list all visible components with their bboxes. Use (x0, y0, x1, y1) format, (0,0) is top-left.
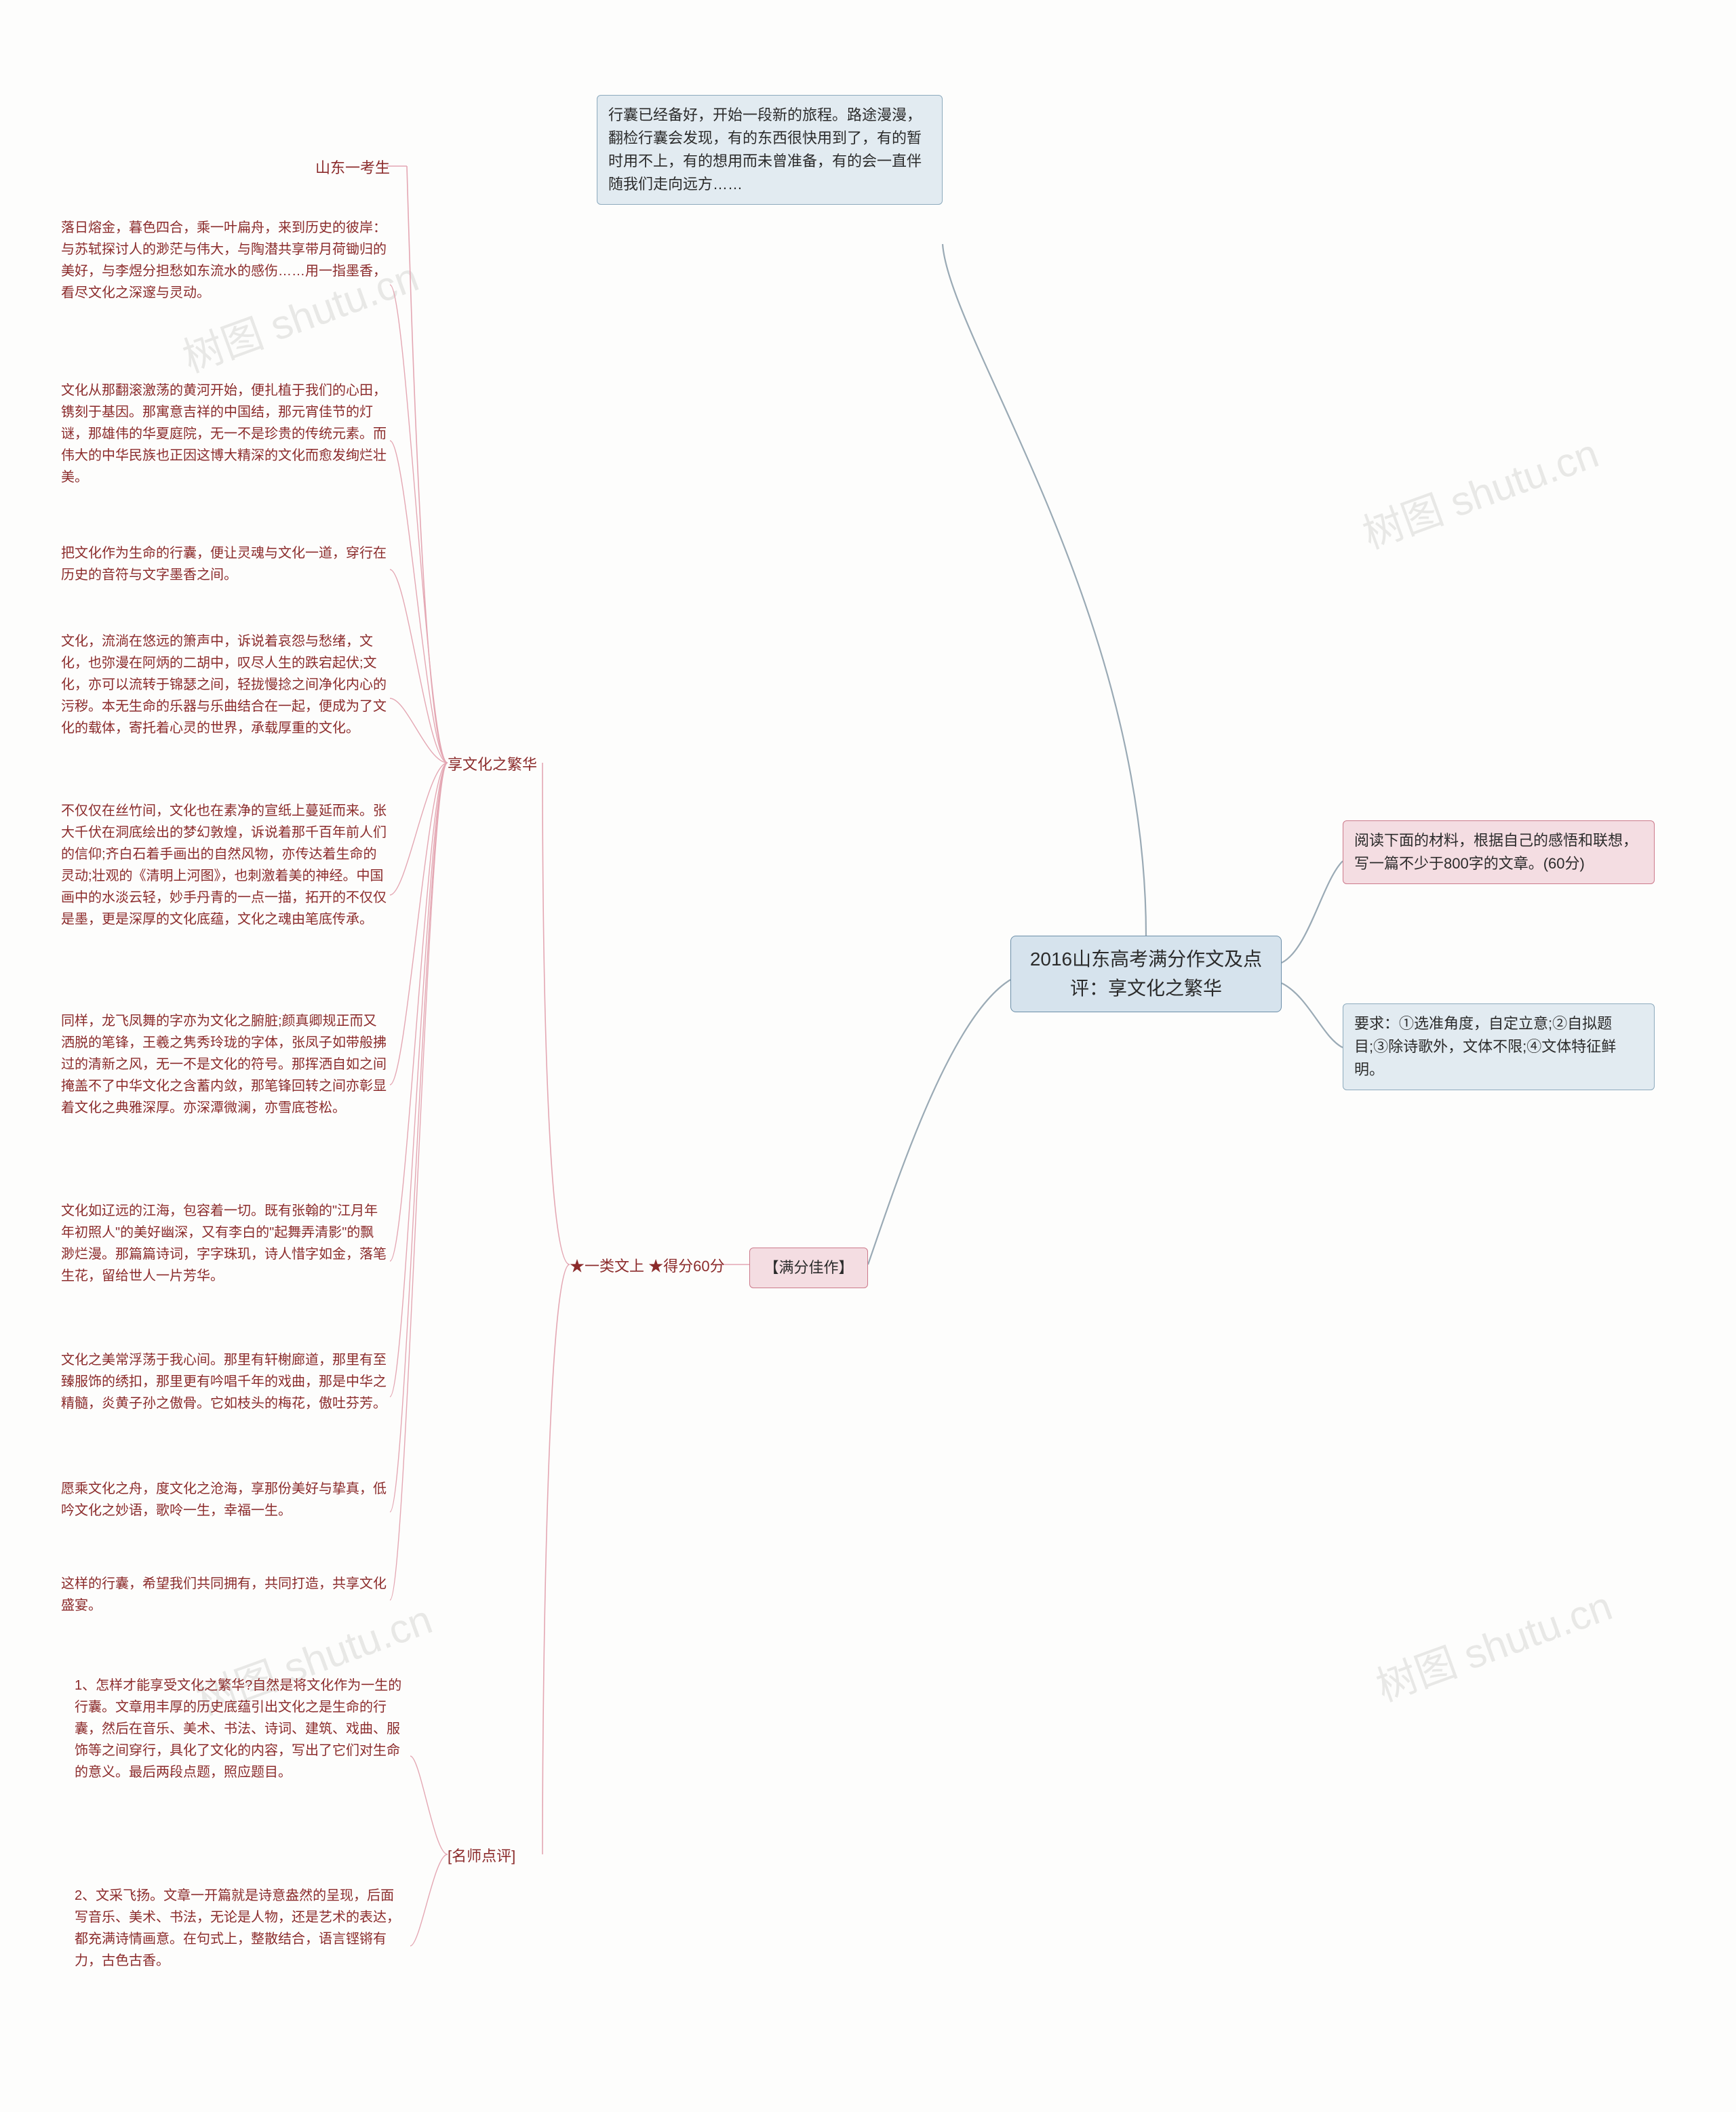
node-read-text: 阅读下面的材料，根据自己的感悟和联想，写一篇不少于800字的文章。(60分) (1354, 832, 1638, 872)
node-requirements[interactable]: 要求：①选准角度，自定立意;②自拟题目;③除诗歌外，文体不限;④文体特征鲜明。 (1343, 1003, 1655, 1090)
node-intro[interactable]: 行囊已经备好，开始一段新的旅程。路途漫漫，翻检行囊会发现，有的东西很快用到了，有… (597, 95, 943, 205)
node-score-essay-text: 【满分佳作】 (764, 1259, 853, 1276)
node-score-essay[interactable]: 【满分佳作】 (749, 1248, 868, 1288)
root-node[interactable]: 2016山东高考满分作文及点评：享文化之繁华 (1010, 936, 1282, 1012)
essay-paragraph: 不仅仅在丝竹间，文化也在素净的宣纸上蔓延而来。张大千伏在洞底绘出的梦幻敦煌，诉说… (61, 800, 387, 930)
comment-paragraph: 2、文采飞扬。文章一开篇就是诗意盎然的呈现，后面写音乐、美术、书法，无论是人物，… (75, 1885, 407, 1972)
label-essay-title: 享文化之繁华 (448, 753, 537, 774)
node-intro-text: 行囊已经备好，开始一段新的旅程。路途漫漫，翻检行囊会发现，有的东西很快用到了，有… (608, 106, 922, 193)
node-requirements-text: 要求：①选准角度，自定立意;②自拟题目;③除诗歌外，文体不限;④文体特征鲜明。 (1354, 1015, 1616, 1078)
label-teacher-comment: [名师点评] (448, 1844, 515, 1866)
watermark: 树图 shutu.cn (1354, 420, 1605, 560)
essay-paragraph: 文化如辽远的江海，包容着一切。既有张翰的"江月年年初照人"的美好幽深，又有李白的… (61, 1200, 387, 1287)
node-read-material[interactable]: 阅读下面的材料，根据自己的感悟和联想，写一篇不少于800字的文章。(60分) (1343, 820, 1655, 884)
essay-paragraph: 同样，龙飞凤舞的字亦为文化之腑脏;颜真卿规正而又洒脱的笔锋，王羲之隽秀玲珑的字体… (61, 1010, 387, 1119)
label-author: 山东一考生 (315, 156, 390, 178)
essay-paragraph: 这样的行囊，希望我们共同拥有，共同打造，共享文化盛宴。 (61, 1573, 387, 1616)
essay-paragraph: 文化之美常浮荡于我心间。那里有轩榭廊道，那里有至臻服饰的绣扣，那里更有吟唱千年的… (61, 1349, 387, 1414)
essay-paragraph: 文化从那翻滚激荡的黄河开始，便扎植于我们的心田，镌刻于基因。那寓意吉祥的中国结，… (61, 380, 387, 488)
essay-paragraph: 文化，流淌在悠远的箫声中，诉说着哀怨与愁绪，文化，也弥漫在阿炳的二胡中，叹尽人生… (61, 631, 387, 739)
root-text: 2016山东高考满分作文及点评：享文化之繁华 (1030, 949, 1262, 999)
essay-paragraph: 把文化作为生命的行囊，便让灵魂与文化一道，穿行在历史的音符与文字墨香之间。 (61, 542, 387, 586)
watermark: 树图 shutu.cn (1367, 1573, 1619, 1713)
essay-paragraph: 落日熔金，暮色四合，乘一叶扁舟，来到历史的彼岸：与苏轼探讨人的渺茫与伟大，与陶潜… (61, 217, 387, 304)
essay-paragraph: 愿乘文化之舟，度文化之沧海，享那份美好与挚真，低吟文化之妙语，歌呤一生，幸福一生… (61, 1478, 387, 1521)
comment-paragraph: 1、怎样才能享受文化之繁华?自然是将文化作为一生的行囊。文章用丰厚的历史底蕴引出… (75, 1675, 407, 1783)
label-score: ★一类文上 ★得分60分 (570, 1254, 725, 1276)
